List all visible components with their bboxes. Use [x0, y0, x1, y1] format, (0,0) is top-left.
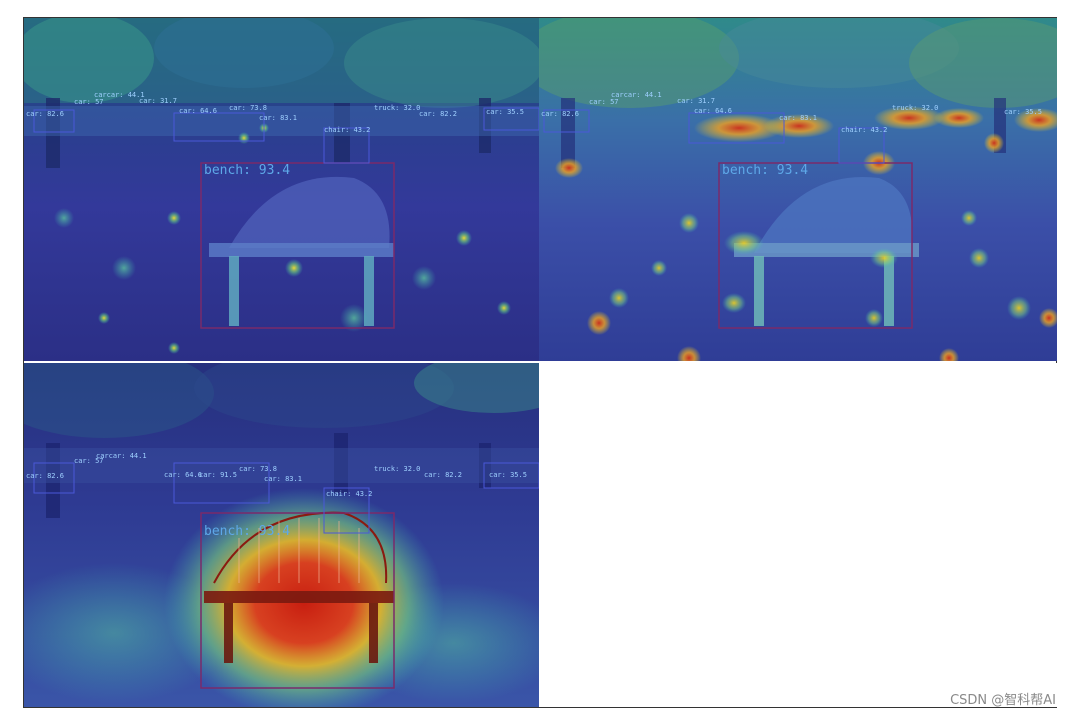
label-det: car: 83.1	[259, 114, 297, 122]
heatmap-panel-1: bench: 93.4 car: 82.6 car: 57 carcar: 44…	[24, 18, 539, 361]
bbox-bench	[200, 162, 395, 329]
label-det: car: 73.8	[229, 104, 267, 112]
bbox-car	[33, 109, 75, 133]
bbox-car	[173, 112, 265, 142]
heatmap-panel-3: bench: 93.4 car: 82.6 car: 57 carcar: 44…	[24, 363, 539, 707]
label-det: car: 57	[74, 98, 104, 106]
label-det: car: 35.5	[486, 108, 524, 116]
label-det: car: 83.1	[779, 114, 817, 122]
label-det: truck: 32.0	[374, 104, 420, 112]
label-det: carcar: 44.1	[94, 91, 145, 99]
label-det: car: 31.7	[677, 97, 715, 105]
label-det: chair: 43.2	[326, 490, 372, 498]
label-det: car: 82.6	[26, 110, 64, 118]
label-det: car: 35.5	[1004, 108, 1042, 116]
bbox-chair	[838, 127, 885, 164]
bbox-car	[543, 109, 590, 133]
heatmap-image-1: bench: 93.4 car: 82.6 car: 57 carcar: 44…	[24, 18, 539, 361]
bbox-car	[483, 107, 539, 131]
label-det: car: 82.2	[419, 110, 457, 118]
label-det: car: 64.6	[179, 107, 217, 115]
bbox-car	[173, 462, 270, 504]
bbox-chair	[323, 487, 370, 534]
heatmap-image-3: bench: 93.4 car: 82.6 car: 57 carcar: 44…	[24, 363, 539, 707]
label-det: car: 82.6	[541, 110, 579, 118]
label-det: chair: 43.2	[324, 126, 370, 134]
label-det: car: 64.6	[164, 471, 202, 479]
label-bench: bench: 93.4	[204, 163, 290, 178]
bbox-car	[33, 462, 75, 494]
label-det: car: 82.2	[424, 471, 462, 479]
label-bench: bench: 93.4	[204, 524, 290, 539]
bbox-car	[688, 112, 785, 144]
empty-panel	[539, 363, 1057, 707]
label-det: chair: 43.2	[841, 126, 887, 134]
label-bench: bench: 93.4	[722, 163, 808, 178]
label-det: car: 31.7	[139, 97, 177, 105]
label-det: truck: 32.0	[892, 104, 938, 112]
label-det: car: 57	[589, 98, 619, 106]
label-det: car: 82.6	[26, 472, 64, 480]
bbox-car	[483, 462, 539, 489]
label-det: carcar: 44.1	[96, 452, 147, 460]
bbox-bench	[200, 512, 395, 689]
label-det: car: 91.5	[199, 471, 237, 479]
bbox-bench	[718, 162, 913, 329]
label-det: car: 64.6	[694, 107, 732, 115]
figure-grid: bench: 93.4 car: 82.6 car: 57 carcar: 44…	[23, 17, 1057, 708]
watermark: CSDN @智科帮AI	[950, 693, 1056, 708]
label-det: car: 35.5	[489, 471, 527, 479]
label-det: carcar: 44.1	[611, 91, 662, 99]
heatmap-panel-2: bench: 93.4 car: 82.6 car: 57 carcar: 44…	[539, 18, 1057, 361]
label-det: car: 57	[74, 457, 104, 465]
label-det: truck: 32.0	[374, 465, 420, 473]
bbox-chair	[323, 127, 370, 164]
label-det: car: 83.1	[264, 475, 302, 483]
heatmap-image-2: bench: 93.4 car: 82.6 car: 57 carcar: 44…	[539, 18, 1057, 361]
label-det: car: 73.8	[239, 465, 277, 473]
